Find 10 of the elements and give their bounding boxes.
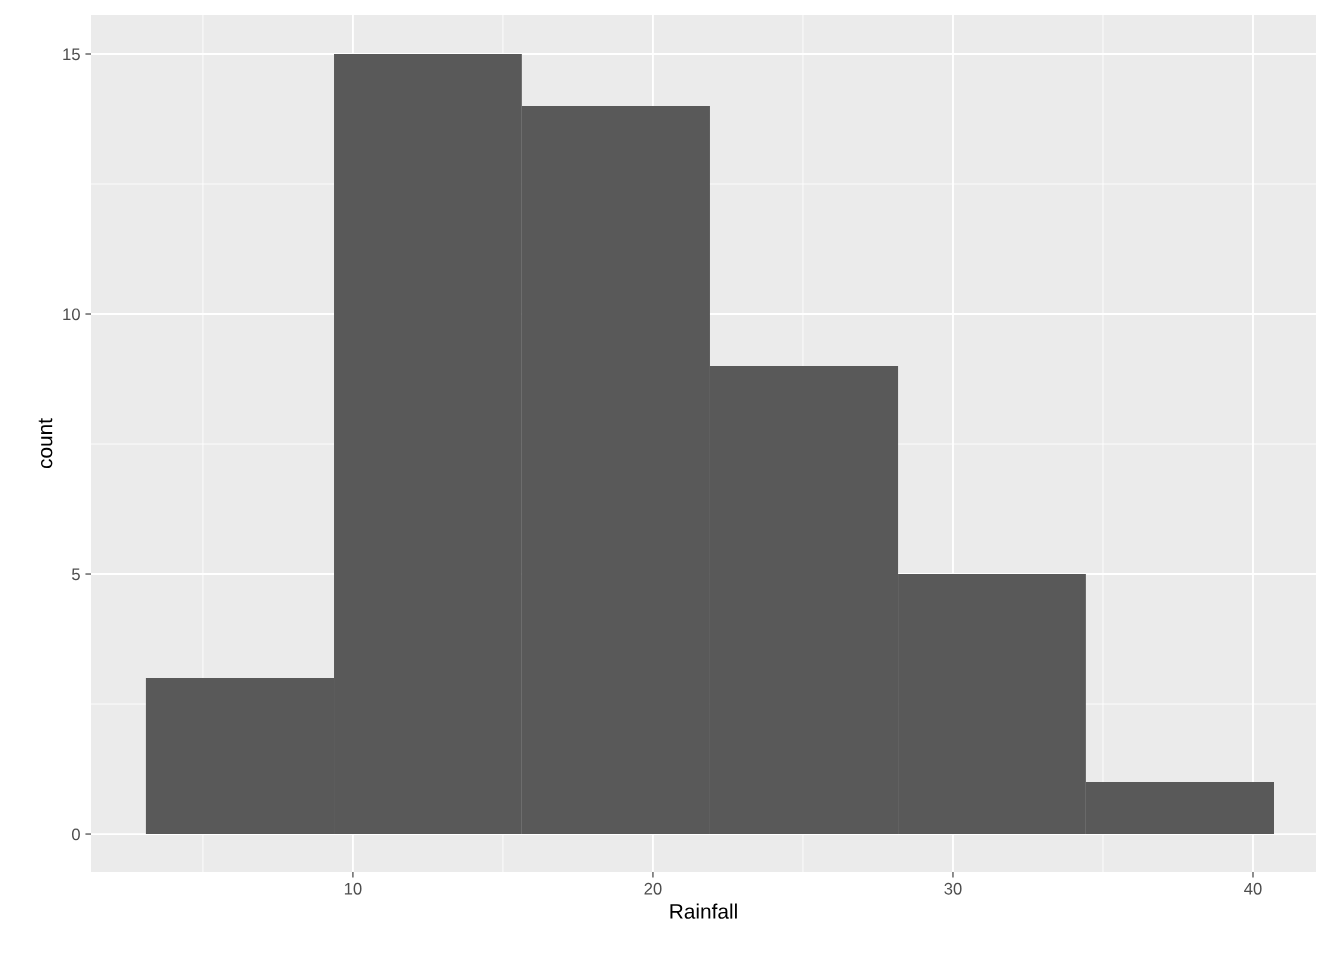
x-tick-label: 40 <box>1244 882 1262 895</box>
y-tick-label: 0 <box>71 828 80 841</box>
y-tick-label: 5 <box>71 568 80 581</box>
x-tick-label: 20 <box>644 882 662 895</box>
x-axis-title: Rainfall <box>670 903 737 919</box>
x-tick-label: 10 <box>344 882 362 895</box>
y-tick-label: 10 <box>63 308 80 321</box>
y-tick-label: 15 <box>63 48 80 61</box>
y-axis-title: count <box>38 418 53 469</box>
x-tick-label: 30 <box>944 882 962 895</box>
